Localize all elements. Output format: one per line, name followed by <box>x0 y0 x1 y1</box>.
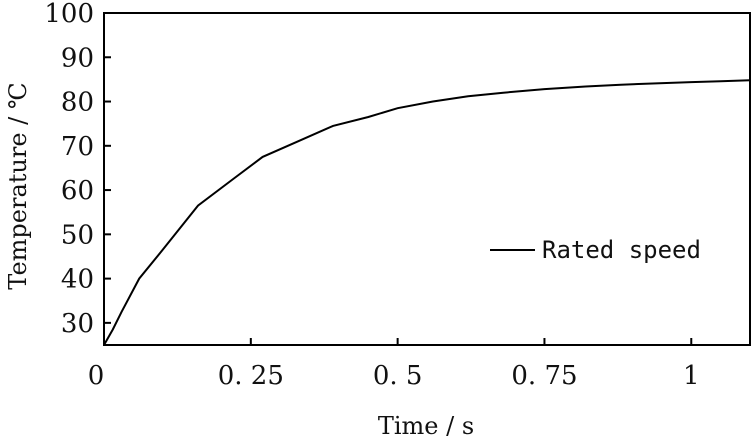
y-tick-label: 50 <box>61 220 94 250</box>
ticks-layer <box>103 12 693 345</box>
x-tick-label: 0. 25 <box>218 361 284 391</box>
y-axis-title: Temperature / ℃ <box>4 82 32 289</box>
y-tick-label: 30 <box>61 309 94 339</box>
y-tick-label: 40 <box>61 265 94 295</box>
y-tick-label: 80 <box>61 88 94 118</box>
legend-label-rated-speed: Rated speed <box>542 236 701 264</box>
series-line-rated-speed <box>103 79 751 346</box>
y-tick-label: 60 <box>61 176 94 206</box>
plot-frame <box>103 12 751 346</box>
y-tick-label: 100 <box>44 0 94 29</box>
y-tick-label: 90 <box>61 43 94 73</box>
x-tick-label: 0. 5 <box>373 361 423 391</box>
x-tick-label: 0 <box>88 361 105 391</box>
y-tick-label: 70 <box>61 132 94 162</box>
tick-labels-layer: 0 0. 25 0. 5 0. 75 1 30 40 50 60 70 80 90 100 <box>44 0 699 391</box>
x-axis-title: Time / s <box>378 412 474 440</box>
x-tick-label: 0. 75 <box>511 361 577 391</box>
x-tick-label: 1 <box>683 361 700 391</box>
legend: Rated speed <box>490 236 701 264</box>
